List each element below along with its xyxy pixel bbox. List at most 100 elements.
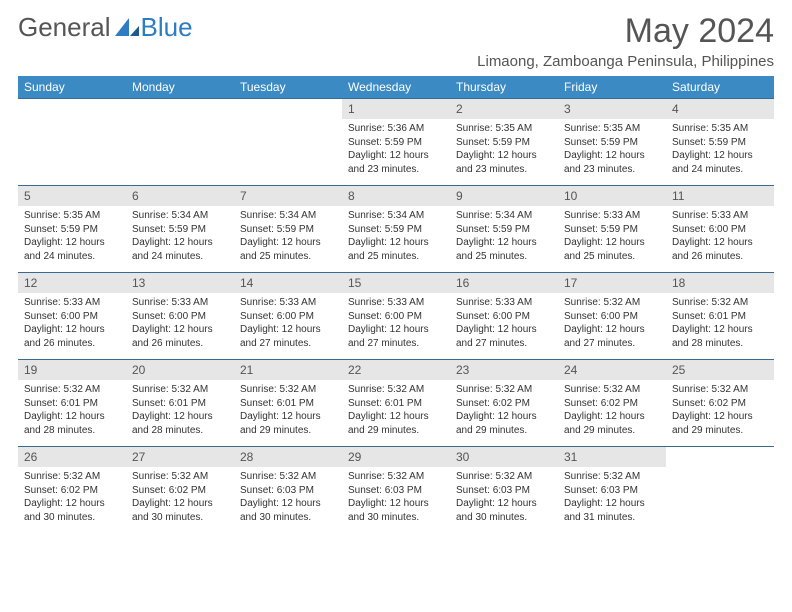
- sunrise-text: Sunrise: 5:33 AM: [564, 209, 660, 223]
- sunset-text: Sunset: 5:59 PM: [348, 223, 444, 237]
- day-number: 13: [126, 273, 234, 293]
- week-row: 12Sunrise: 5:33 AMSunset: 6:00 PMDayligh…: [18, 272, 774, 359]
- day-body: Sunrise: 5:33 AMSunset: 6:00 PMDaylight:…: [18, 293, 126, 356]
- weeks-container: 1Sunrise: 5:36 AMSunset: 5:59 PMDaylight…: [18, 98, 774, 533]
- day-cell: 13Sunrise: 5:33 AMSunset: 6:00 PMDayligh…: [126, 273, 234, 359]
- sunset-text: Sunset: 6:02 PM: [24, 484, 120, 498]
- daylight-text: Daylight: 12 hours and 26 minutes.: [672, 236, 768, 263]
- week-row: 5Sunrise: 5:35 AMSunset: 5:59 PMDaylight…: [18, 185, 774, 272]
- sunrise-text: Sunrise: 5:32 AM: [564, 470, 660, 484]
- day-body: Sunrise: 5:32 AMSunset: 6:02 PMDaylight:…: [126, 467, 234, 530]
- month-title: May 2024: [477, 12, 774, 51]
- day-body: Sunrise: 5:32 AMSunset: 6:03 PMDaylight:…: [342, 467, 450, 530]
- sunset-text: Sunset: 6:02 PM: [456, 397, 552, 411]
- day-body: Sunrise: 5:33 AMSunset: 6:00 PMDaylight:…: [666, 206, 774, 269]
- day-number: 5: [18, 186, 126, 206]
- daylight-text: Daylight: 12 hours and 31 minutes.: [564, 497, 660, 524]
- day-number: 12: [18, 273, 126, 293]
- sunrise-text: Sunrise: 5:32 AM: [24, 470, 120, 484]
- sail-icon: [115, 18, 139, 38]
- day-cell: 4Sunrise: 5:35 AMSunset: 5:59 PMDaylight…: [666, 99, 774, 185]
- day-number: 30: [450, 447, 558, 467]
- day-number: 3: [558, 99, 666, 119]
- day-body: Sunrise: 5:33 AMSunset: 6:00 PMDaylight:…: [342, 293, 450, 356]
- sunset-text: Sunset: 5:59 PM: [132, 223, 228, 237]
- day-number: 15: [342, 273, 450, 293]
- day-number: 29: [342, 447, 450, 467]
- day-number: 21: [234, 360, 342, 380]
- day-cell: 28Sunrise: 5:32 AMSunset: 6:03 PMDayligh…: [234, 447, 342, 533]
- day-cell: 30Sunrise: 5:32 AMSunset: 6:03 PMDayligh…: [450, 447, 558, 533]
- day-cell: 17Sunrise: 5:32 AMSunset: 6:00 PMDayligh…: [558, 273, 666, 359]
- day-cell: [234, 99, 342, 185]
- day-cell: 29Sunrise: 5:32 AMSunset: 6:03 PMDayligh…: [342, 447, 450, 533]
- day-body: Sunrise: 5:32 AMSunset: 6:01 PMDaylight:…: [234, 380, 342, 443]
- day-number: 11: [666, 186, 774, 206]
- day-body: Sunrise: 5:33 AMSunset: 5:59 PMDaylight:…: [558, 206, 666, 269]
- day-cell: 31Sunrise: 5:32 AMSunset: 6:03 PMDayligh…: [558, 447, 666, 533]
- sunset-text: Sunset: 6:03 PM: [456, 484, 552, 498]
- day-number: 27: [126, 447, 234, 467]
- day-number: 1: [342, 99, 450, 119]
- location-text: Limaong, Zamboanga Peninsula, Philippine…: [477, 53, 774, 70]
- sunrise-text: Sunrise: 5:33 AM: [672, 209, 768, 223]
- day-cell: 22Sunrise: 5:32 AMSunset: 6:01 PMDayligh…: [342, 360, 450, 446]
- sunset-text: Sunset: 6:03 PM: [348, 484, 444, 498]
- day-cell: 11Sunrise: 5:33 AMSunset: 6:00 PMDayligh…: [666, 186, 774, 272]
- day-number: 16: [450, 273, 558, 293]
- sunset-text: Sunset: 6:03 PM: [564, 484, 660, 498]
- daylight-text: Daylight: 12 hours and 24 minutes.: [24, 236, 120, 263]
- sunset-text: Sunset: 6:03 PM: [240, 484, 336, 498]
- sunrise-text: Sunrise: 5:33 AM: [24, 296, 120, 310]
- sunset-text: Sunset: 6:00 PM: [348, 310, 444, 324]
- day-cell: 20Sunrise: 5:32 AMSunset: 6:01 PMDayligh…: [126, 360, 234, 446]
- daylight-text: Daylight: 12 hours and 24 minutes.: [132, 236, 228, 263]
- sunset-text: Sunset: 6:02 PM: [672, 397, 768, 411]
- day-body: Sunrise: 5:35 AMSunset: 5:59 PMDaylight:…: [558, 119, 666, 182]
- day-number: 6: [126, 186, 234, 206]
- weekday-header: Friday: [558, 76, 666, 98]
- weekday-header: Sunday: [18, 76, 126, 98]
- calendar: Sunday Monday Tuesday Wednesday Thursday…: [18, 76, 774, 533]
- sunrise-text: Sunrise: 5:32 AM: [456, 383, 552, 397]
- day-cell: [18, 99, 126, 185]
- sunrise-text: Sunrise: 5:33 AM: [240, 296, 336, 310]
- sunset-text: Sunset: 5:59 PM: [564, 223, 660, 237]
- sunrise-text: Sunrise: 5:34 AM: [456, 209, 552, 223]
- daylight-text: Daylight: 12 hours and 27 minutes.: [240, 323, 336, 350]
- sunset-text: Sunset: 6:00 PM: [132, 310, 228, 324]
- day-body: Sunrise: 5:34 AMSunset: 5:59 PMDaylight:…: [234, 206, 342, 269]
- day-number: 18: [666, 273, 774, 293]
- day-cell: 1Sunrise: 5:36 AMSunset: 5:59 PMDaylight…: [342, 99, 450, 185]
- header: General Blue May 2024 Limaong, Zamboanga…: [18, 12, 774, 70]
- daylight-text: Daylight: 12 hours and 25 minutes.: [240, 236, 336, 263]
- daylight-text: Daylight: 12 hours and 23 minutes.: [564, 149, 660, 176]
- day-number: 19: [18, 360, 126, 380]
- day-body: Sunrise: 5:32 AMSunset: 6:00 PMDaylight:…: [558, 293, 666, 356]
- sunset-text: Sunset: 6:01 PM: [132, 397, 228, 411]
- weekday-header: Saturday: [666, 76, 774, 98]
- week-row: 26Sunrise: 5:32 AMSunset: 6:02 PMDayligh…: [18, 446, 774, 533]
- day-number: 10: [558, 186, 666, 206]
- day-cell: 2Sunrise: 5:35 AMSunset: 5:59 PMDaylight…: [450, 99, 558, 185]
- sunset-text: Sunset: 6:00 PM: [672, 223, 768, 237]
- sunset-text: Sunset: 5:59 PM: [456, 223, 552, 237]
- day-body: Sunrise: 5:34 AMSunset: 5:59 PMDaylight:…: [126, 206, 234, 269]
- daylight-text: Daylight: 12 hours and 30 minutes.: [456, 497, 552, 524]
- day-body: Sunrise: 5:33 AMSunset: 6:00 PMDaylight:…: [450, 293, 558, 356]
- daylight-text: Daylight: 12 hours and 30 minutes.: [132, 497, 228, 524]
- brand-part1: General: [18, 12, 111, 43]
- sunset-text: Sunset: 5:59 PM: [564, 136, 660, 150]
- sunrise-text: Sunrise: 5:33 AM: [456, 296, 552, 310]
- daylight-text: Daylight: 12 hours and 30 minutes.: [240, 497, 336, 524]
- sunset-text: Sunset: 5:59 PM: [672, 136, 768, 150]
- sunrise-text: Sunrise: 5:33 AM: [132, 296, 228, 310]
- daylight-text: Daylight: 12 hours and 25 minutes.: [564, 236, 660, 263]
- daylight-text: Daylight: 12 hours and 29 minutes.: [672, 410, 768, 437]
- day-body: Sunrise: 5:32 AMSunset: 6:01 PMDaylight:…: [18, 380, 126, 443]
- sunset-text: Sunset: 6:00 PM: [24, 310, 120, 324]
- sunset-text: Sunset: 6:00 PM: [456, 310, 552, 324]
- sunset-text: Sunset: 6:01 PM: [240, 397, 336, 411]
- daylight-text: Daylight: 12 hours and 29 minutes.: [456, 410, 552, 437]
- title-block: May 2024 Limaong, Zamboanga Peninsula, P…: [477, 12, 774, 70]
